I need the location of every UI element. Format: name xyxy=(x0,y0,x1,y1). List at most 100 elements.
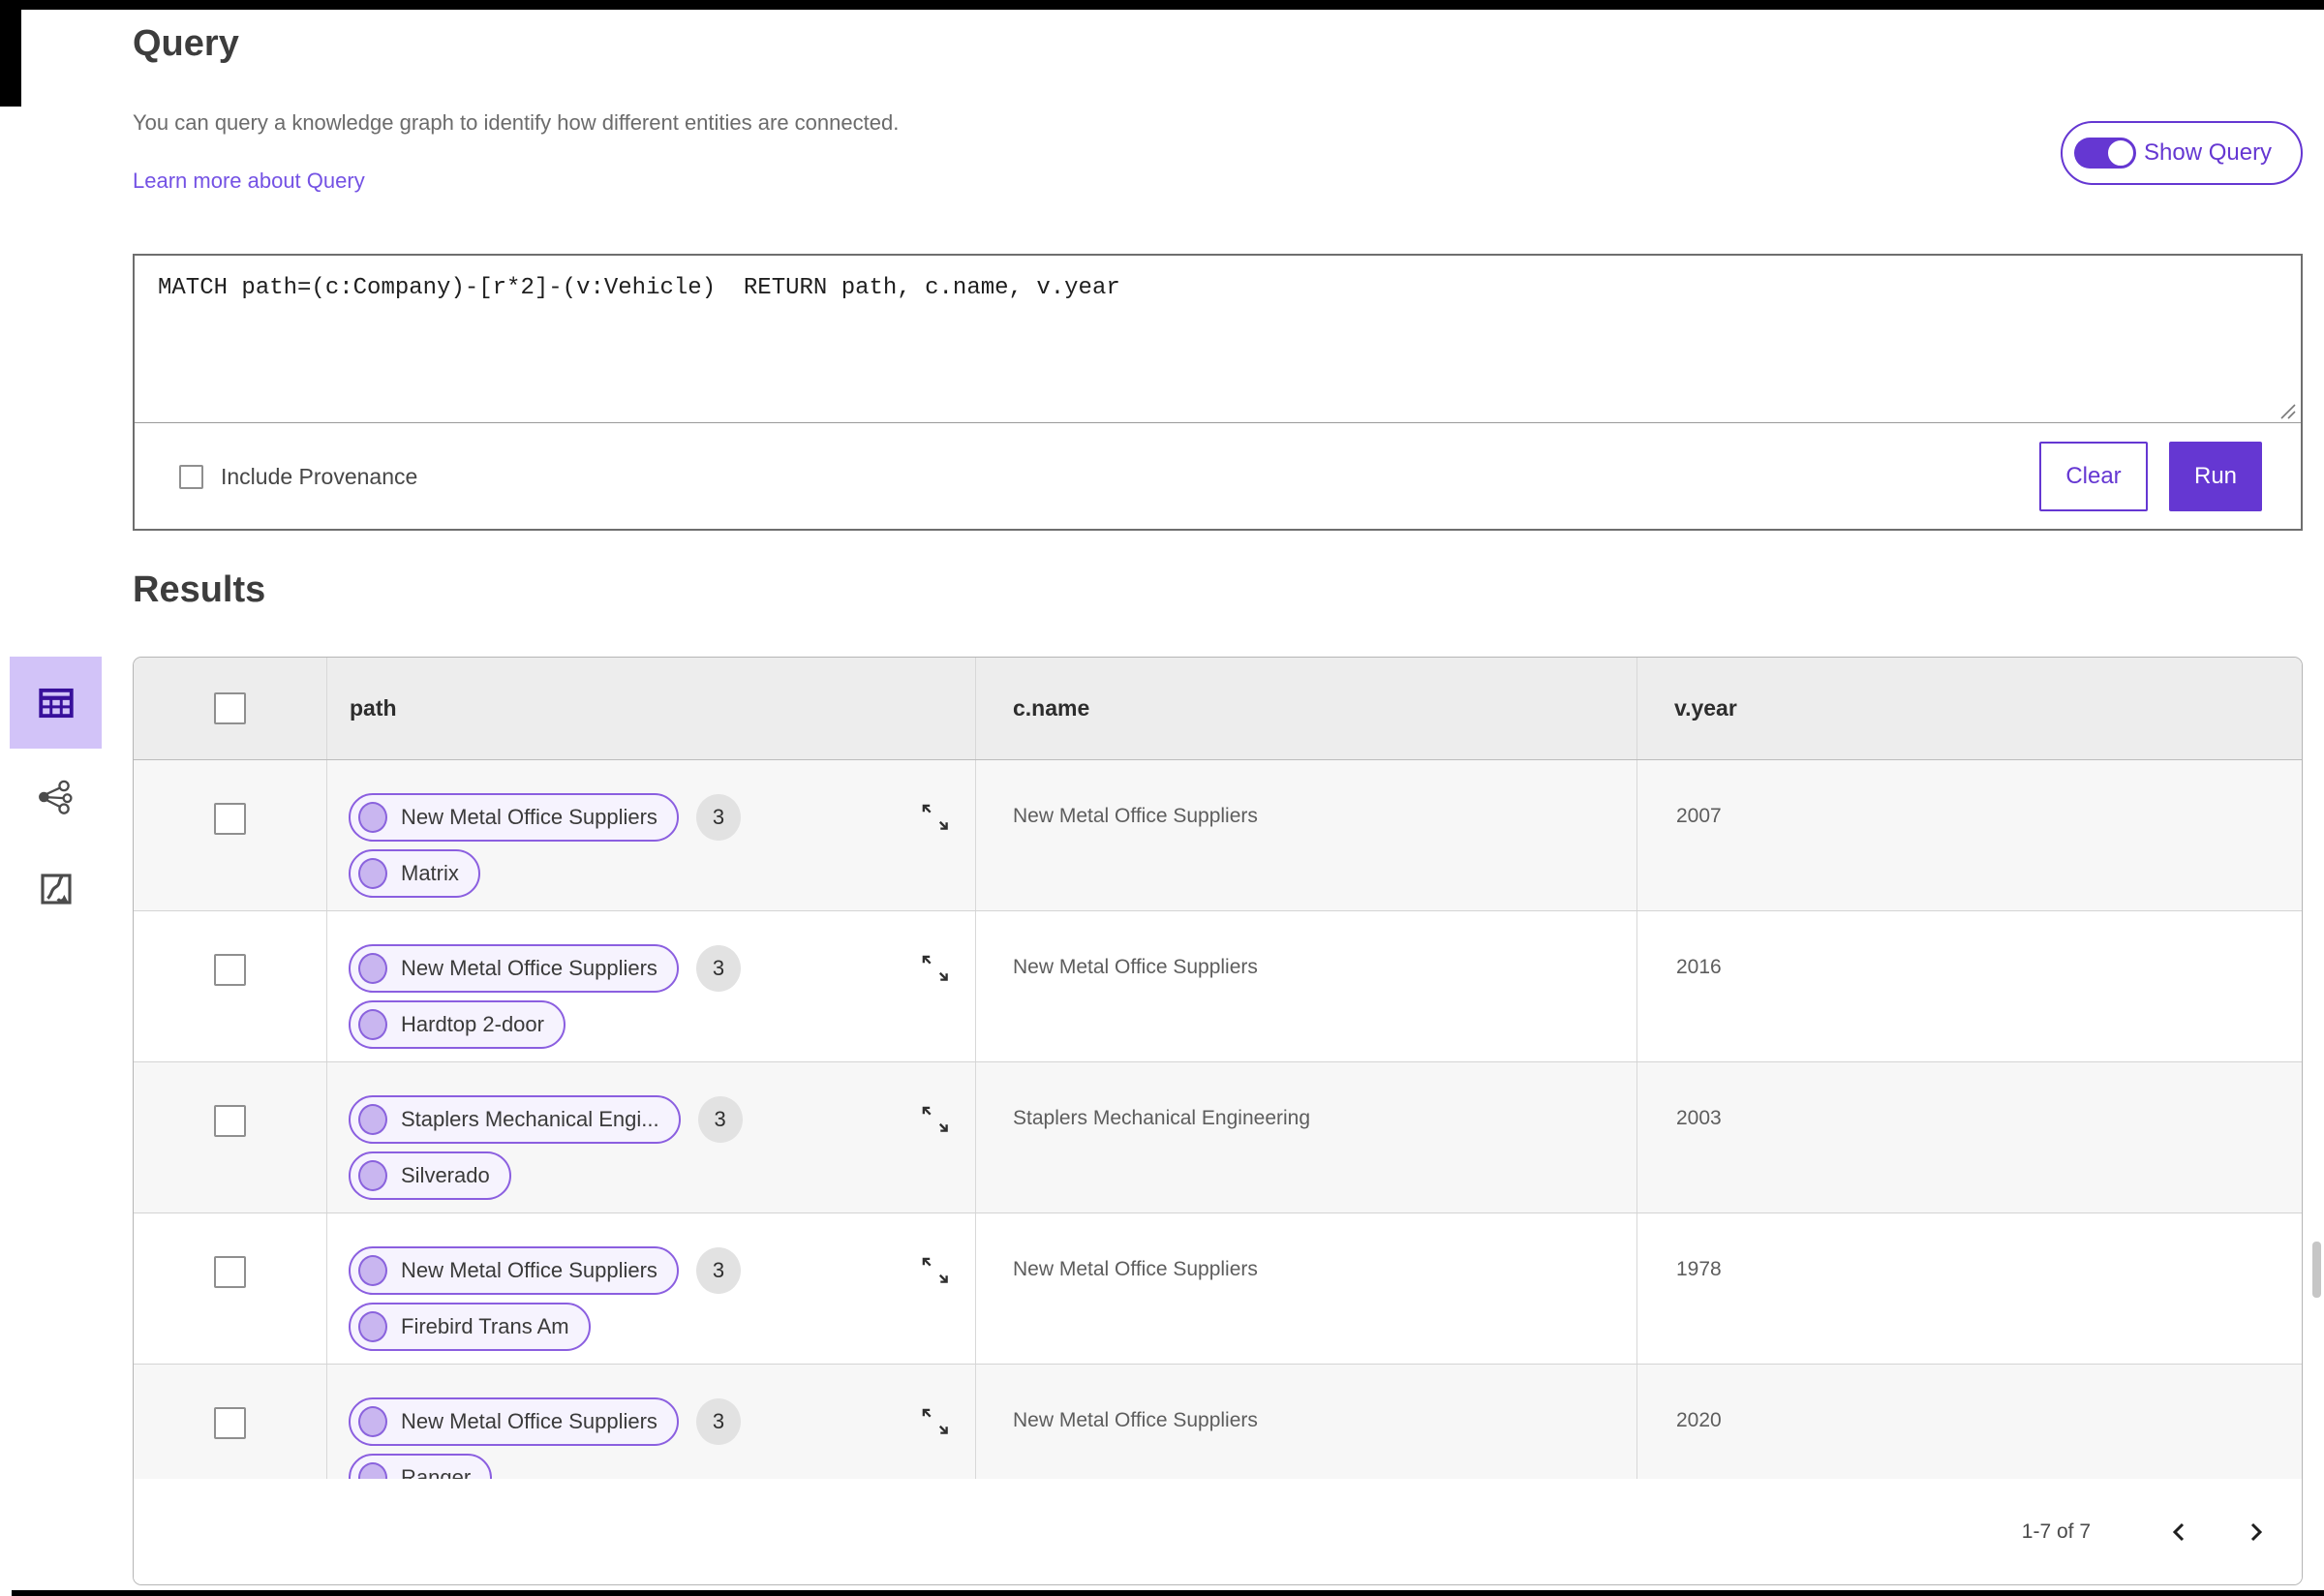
learn-more-link[interactable]: Learn more about Query xyxy=(133,169,365,193)
node-icon xyxy=(358,1255,387,1286)
row-checkbox[interactable] xyxy=(214,1105,246,1137)
path-count-badge: 3 xyxy=(695,945,741,992)
path-start-label: New Metal Office Suppliers xyxy=(401,1409,657,1433)
node-icon xyxy=(358,1406,387,1437)
path-line-end: Ranger xyxy=(349,1454,975,1479)
row-checkbox[interactable] xyxy=(214,1407,246,1439)
table-row: New Metal Office Suppliers 3 Matrix New … xyxy=(134,760,2302,911)
node-icon xyxy=(358,858,387,889)
pagination-prev-button[interactable] xyxy=(2168,1519,2189,1545)
path-count-badge: 3 xyxy=(695,1398,741,1445)
window-top-edge xyxy=(0,0,2324,10)
map-view-button[interactable] xyxy=(10,850,102,928)
path-end-node-pill[interactable]: Ranger xyxy=(349,1454,493,1479)
window-corner-block xyxy=(0,0,21,107)
run-button[interactable]: Run xyxy=(2169,442,2262,511)
toggle-knob xyxy=(2105,138,2136,169)
expand-path-icon[interactable] xyxy=(917,1101,954,1143)
row-checkbox[interactable] xyxy=(214,803,246,835)
table-view-icon xyxy=(38,688,74,718)
path-end-label: Matrix xyxy=(401,861,459,885)
include-provenance-checkbox[interactable] xyxy=(179,464,203,489)
graph-view-icon xyxy=(38,780,73,814)
path-line-end: Hardtop 2-door xyxy=(349,1000,975,1049)
path-end-node-pill[interactable]: Silverado xyxy=(349,1151,511,1200)
table-view-button[interactable] xyxy=(10,657,102,749)
chevron-right-icon xyxy=(2250,1522,2263,1541)
path-count-badge: 3 xyxy=(695,1247,741,1294)
cname-cell: Staplers Mechanical Engineering xyxy=(976,1062,1637,1212)
page-title: Query xyxy=(133,23,239,64)
select-all-checkbox[interactable] xyxy=(214,692,246,724)
path-line-start: Staplers Mechanical Engi... 3 xyxy=(349,1095,975,1144)
window-bottom-edge xyxy=(12,1590,2324,1596)
path-end-node-pill[interactable]: Hardtop 2-door xyxy=(349,1000,566,1049)
expand-path-icon[interactable] xyxy=(917,1252,954,1294)
path-end-label: Ranger xyxy=(401,1465,472,1479)
path-end-label: Hardtop 2-door xyxy=(401,1012,544,1036)
resize-handle-icon[interactable] xyxy=(2277,400,2296,419)
path-cell: New Metal Office Suppliers 3 Ranger xyxy=(327,1365,976,1479)
path-start-label: New Metal Office Suppliers xyxy=(401,956,657,980)
table-header-row: path c.name v.year xyxy=(134,658,2302,760)
chevron-left-icon xyxy=(2172,1522,2185,1541)
path-line-end: Silverado xyxy=(349,1151,975,1200)
cname-cell: New Metal Office Suppliers xyxy=(976,1213,1637,1364)
pagination-next-button[interactable] xyxy=(2246,1519,2267,1545)
graph-view-button[interactable] xyxy=(10,763,102,831)
path-line-start: New Metal Office Suppliers 3 xyxy=(349,1246,975,1295)
path-end-node-pill[interactable]: Firebird Trans Am xyxy=(349,1303,591,1351)
column-header-vyear[interactable]: v.year xyxy=(1674,695,1737,721)
clear-button[interactable]: Clear xyxy=(2039,442,2148,511)
expand-path-icon[interactable] xyxy=(917,950,954,992)
node-icon xyxy=(358,1009,387,1040)
query-description: You can query a knowledge graph to ident… xyxy=(133,110,900,135)
path-start-node-pill[interactable]: New Metal Office Suppliers xyxy=(349,1397,679,1446)
node-icon xyxy=(358,1104,387,1135)
row-checkbox-cell xyxy=(134,1213,327,1364)
query-input[interactable]: MATCH path=(c:Company)-[r*2]-(v:Vehicle)… xyxy=(135,256,2301,423)
path-start-label: New Metal Office Suppliers xyxy=(401,1258,657,1282)
vyear-cell: 2020 xyxy=(1676,1409,1722,1431)
table-row: Staplers Mechanical Engi... 3 Silverado … xyxy=(134,1062,2302,1213)
cname-cell: New Metal Office Suppliers xyxy=(976,760,1637,910)
path-line-end: Firebird Trans Am xyxy=(349,1303,975,1351)
expand-path-icon[interactable] xyxy=(917,799,954,841)
cname-cell: New Metal Office Suppliers xyxy=(976,1365,1637,1479)
path-cell: New Metal Office Suppliers 3 Matrix xyxy=(327,760,976,910)
row-checkbox[interactable] xyxy=(214,1256,246,1288)
column-header-path[interactable]: path xyxy=(327,658,976,759)
header-checkbox-cell xyxy=(134,658,327,759)
path-start-node-pill[interactable]: New Metal Office Suppliers xyxy=(349,1246,679,1295)
path-line-start: New Metal Office Suppliers 3 xyxy=(349,944,975,993)
table-row: New Metal Office Suppliers 3 Ranger New … xyxy=(134,1365,2302,1479)
path-line-start: New Metal Office Suppliers 3 xyxy=(349,1397,975,1446)
path-start-node-pill[interactable]: New Metal Office Suppliers xyxy=(349,793,679,842)
path-start-node-pill[interactable]: New Metal Office Suppliers xyxy=(349,944,679,993)
path-cell: Staplers Mechanical Engi... 3 Silverado xyxy=(327,1062,976,1212)
show-query-toggle-button[interactable]: Show Query xyxy=(2061,121,2303,185)
path-end-label: Silverado xyxy=(401,1163,490,1187)
node-icon xyxy=(358,1462,387,1479)
query-footer: Include Provenance Clear Run xyxy=(135,423,2301,530)
vyear-cell: 2003 xyxy=(1676,1107,1722,1129)
row-checkbox[interactable] xyxy=(214,954,246,986)
table-footer: 1-7 of 7 xyxy=(134,1479,2302,1584)
node-icon xyxy=(358,802,387,833)
path-end-node-pill[interactable]: Matrix xyxy=(349,849,480,898)
page-scrollbar[interactable] xyxy=(2312,1242,2321,1298)
table-body: New Metal Office Suppliers 3 Matrix New … xyxy=(134,760,2302,1479)
path-count-badge: 3 xyxy=(695,794,741,841)
toggle-switch-icon[interactable] xyxy=(2074,138,2136,169)
cname-cell: New Metal Office Suppliers xyxy=(976,911,1637,1061)
column-header-cname[interactable]: c.name xyxy=(976,658,1637,759)
path-start-label: Staplers Mechanical Engi... xyxy=(401,1107,659,1131)
include-provenance-control[interactable]: Include Provenance xyxy=(179,464,417,490)
row-checkbox-cell xyxy=(134,1365,327,1479)
expand-path-icon[interactable] xyxy=(917,1403,954,1445)
path-start-node-pill[interactable]: Staplers Mechanical Engi... xyxy=(349,1095,681,1144)
row-checkbox-cell xyxy=(134,760,327,910)
pagination-range: 1-7 of 7 xyxy=(2021,1519,2091,1543)
results-title: Results xyxy=(133,569,266,610)
